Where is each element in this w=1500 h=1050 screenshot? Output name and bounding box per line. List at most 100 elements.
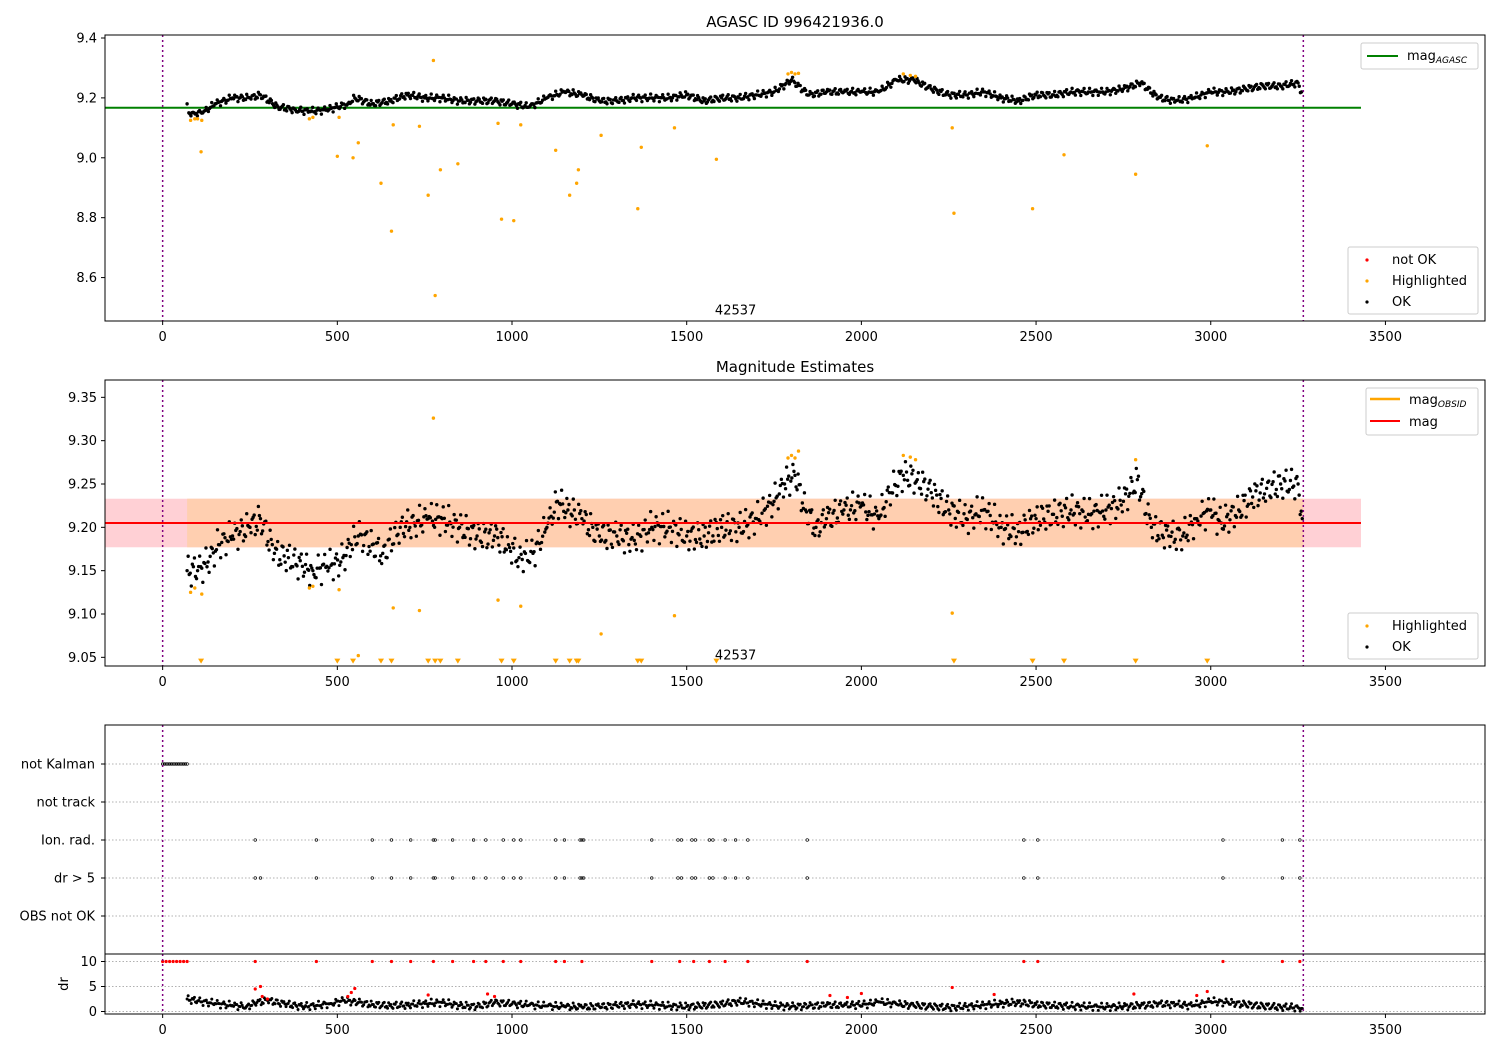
dr-over5-point [1280, 959, 1284, 964]
dr-point [978, 1006, 982, 1010]
ok-point [445, 523, 450, 527]
dr-point [455, 1007, 459, 1011]
ok-point [674, 523, 678, 527]
ok-point [1070, 86, 1074, 91]
ok-point [1263, 499, 1268, 503]
ok-point [794, 485, 798, 489]
highlighted-offscale-marker [950, 658, 957, 664]
ok-point [1172, 540, 1176, 544]
ok-point [798, 83, 802, 88]
ok-point [1298, 512, 1302, 517]
magnitude-ytick-label: 9.25 [68, 478, 97, 493]
ok-point [593, 99, 597, 104]
ok-point [599, 538, 604, 542]
dr-point [284, 1005, 288, 1009]
ok-point [201, 580, 205, 585]
dr-point [760, 1002, 764, 1006]
ok-point [1215, 532, 1219, 536]
highlighted-offscale-marker [198, 658, 205, 664]
ok-point [344, 553, 348, 558]
dr-over5-point [1132, 992, 1136, 996]
ok-point [802, 491, 807, 495]
ok-point [406, 508, 410, 512]
highlighted-point [599, 133, 603, 138]
ok-point [1289, 467, 1294, 472]
ok-point [777, 492, 781, 496]
dr-point [928, 1002, 932, 1006]
ok-point [691, 93, 695, 97]
dr-point [325, 1006, 329, 1010]
ok-point [253, 532, 257, 537]
ok-point [1221, 93, 1225, 98]
ok-point [880, 84, 884, 88]
ok-point [711, 534, 715, 538]
ok-point [703, 525, 707, 529]
ok-point [1120, 510, 1125, 514]
dr-point [709, 1000, 713, 1004]
ok-point [582, 519, 586, 523]
dr-point [424, 999, 428, 1003]
dr-xtick-label: 2000 [845, 1023, 878, 1038]
dr-point [923, 1002, 927, 1006]
dr-point [804, 1002, 808, 1006]
ok-point [1280, 487, 1284, 491]
ok-point [556, 516, 561, 521]
dr-point [640, 1007, 644, 1011]
ok-point [1059, 509, 1063, 513]
ok-point [947, 508, 951, 512]
dr-point [1052, 1004, 1056, 1007]
dr-point [975, 1000, 979, 1004]
flag-point [164, 762, 168, 766]
ok-point [1155, 539, 1159, 543]
ok-point [841, 512, 845, 516]
highlighted-point [1133, 172, 1138, 176]
dr-point [868, 998, 872, 1002]
dr-point [1001, 1005, 1005, 1009]
ok-point [940, 88, 944, 92]
ok-point [312, 572, 316, 577]
ok-point [854, 93, 858, 97]
dr-point [937, 1008, 941, 1012]
ok-point [804, 510, 809, 514]
dr-point [550, 1008, 554, 1012]
flag-point [167, 762, 172, 766]
ok-point [267, 548, 271, 552]
highlighted-point [337, 115, 341, 120]
flag-point [180, 762, 184, 766]
dr-point [311, 1002, 315, 1006]
ok-point [781, 495, 786, 499]
ok-point [670, 529, 675, 534]
ok-point [1116, 507, 1120, 511]
highlighted-point [519, 123, 523, 127]
ok-point [584, 92, 588, 97]
ok-point [432, 98, 437, 103]
ok-point [699, 541, 703, 546]
flag-point [409, 876, 413, 880]
ok-point [966, 96, 971, 100]
ok-point [821, 88, 825, 92]
highlighted-point [786, 72, 790, 76]
flag-point [433, 876, 437, 880]
dr-point [637, 1000, 641, 1004]
ok-point [1081, 509, 1085, 514]
dr-xtick-label: 1000 [495, 1023, 528, 1038]
ok-point [310, 105, 315, 110]
ok-point [550, 97, 555, 102]
ok-point [643, 518, 647, 522]
ok-point [322, 552, 327, 557]
ok-point [208, 554, 212, 559]
ok-point [963, 90, 967, 94]
ok-point [1079, 93, 1083, 98]
dr-over5-point [1195, 993, 1199, 998]
ok-point [511, 541, 515, 546]
ok-point [1142, 489, 1146, 494]
ok-point [1004, 514, 1009, 518]
ok-point [755, 89, 760, 93]
ok-point [206, 560, 210, 564]
ok-point [365, 98, 369, 102]
dr-over5-point [828, 993, 832, 998]
flag-row-label: not Kalman [21, 758, 95, 773]
ok-point [385, 556, 389, 560]
ok-point [379, 561, 384, 566]
ok-point [1038, 94, 1043, 99]
